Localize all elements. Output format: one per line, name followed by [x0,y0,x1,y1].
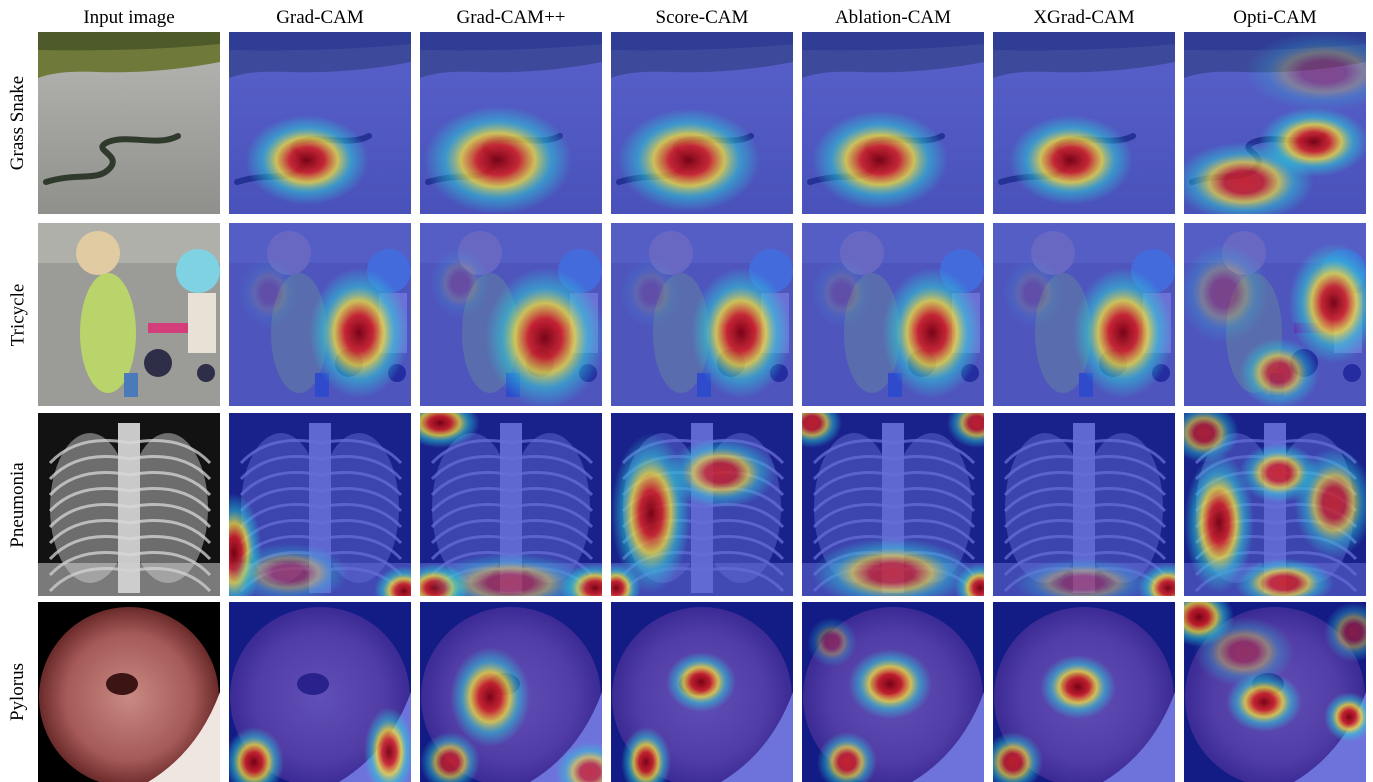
input-image-pylorus [38,602,220,782]
column-header-xgrad-cam: XGrad-CAM [1033,7,1135,28]
row-label-pneumonia: Pneumonia [7,461,28,548]
saliency-map-gradcam-pneumonia [229,413,411,596]
saliency-map-gradcam-tricycle [229,223,411,406]
saliency-map-ablationcam-tricycle [802,223,984,406]
saliency-map-xgradcam-pylorus [993,602,1175,782]
saliency-map-opticam-pylorus [1184,602,1366,782]
input-image-pneumonia [38,413,220,596]
row-label-tricycle: Tricycle [7,283,28,346]
input-image-grass-snake [38,32,220,214]
column-header-input-image: Input image [83,7,175,28]
saliency-map-xgradcam-pneumonia [993,413,1175,596]
saliency-map-gradcampp-pylorus [420,602,602,782]
column-header-score-cam: Score-CAM [655,7,749,28]
saliency-map-scorecam-grass-snake [611,32,793,214]
saliency-map-scorecam-pneumonia [611,413,793,596]
saliency-map-gradcampp-tricycle [420,223,602,406]
saliency-map-opticam-pneumonia [1184,413,1366,596]
saliency-map-opticam-grass-snake [1184,32,1366,214]
saliency-map-gradcam-grass-snake [229,32,411,214]
saliency-map-ablationcam-pylorus [802,602,984,782]
saliency-map-scorecam-tricycle [611,223,793,406]
column-header-ablation-cam: Ablation-CAM [834,7,952,28]
row-label-pylorus: Pylorus [7,662,29,722]
saliency-map-scorecam-pylorus [611,602,793,782]
saliency-map-ablationcam-pneumonia [802,413,984,596]
saliency-map-gradcampp-grass-snake [420,32,602,214]
saliency-map-xgradcam-tricycle [993,223,1175,406]
saliency-map-gradcampp-pneumonia [420,413,602,596]
saliency-map-xgradcam-grass-snake [993,32,1175,214]
row-label-grass-snake: Grass Snake [7,75,29,171]
column-header-grad-cam: Grad-CAM [276,7,364,28]
saliency-map-opticam-tricycle [1184,223,1366,406]
saliency-map-gradcam-pylorus [229,602,411,782]
column-header-grad-cam-plus-plus: Grad-CAM++ [456,7,566,28]
saliency-map-ablationcam-grass-snake [802,32,984,214]
input-image-tricycle [38,223,220,406]
column-header-opti-cam: Opti-CAM [1233,7,1317,28]
